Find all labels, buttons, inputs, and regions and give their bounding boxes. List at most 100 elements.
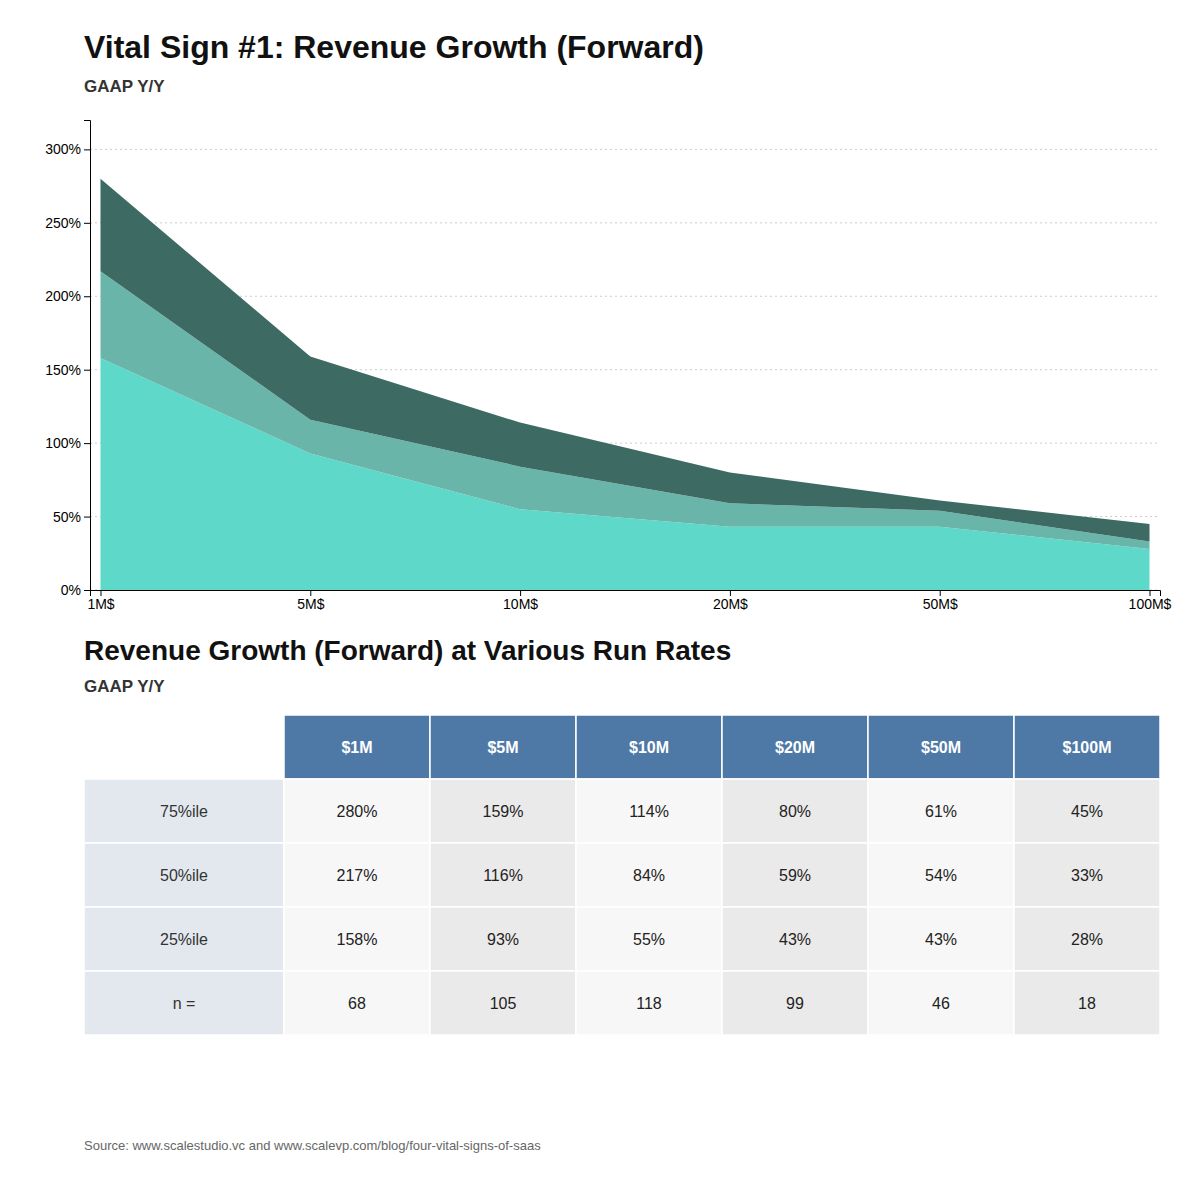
table-cell-value: 46 — [932, 995, 950, 1012]
table-cell — [1014, 843, 1160, 907]
table-cell-value: 116% — [483, 867, 523, 884]
table-header-label: $1M — [341, 739, 372, 756]
x-tick-label: 50M$ — [923, 596, 958, 612]
page: Vital Sign #1: Revenue Growth (Forward)G… — [0, 0, 1200, 1200]
table-row-label: n = — [173, 995, 196, 1012]
area-chart: 0% 50% 100% 150% 200% 250% 300% 1M$ 5M$ 10M$ 20M$ 5… — [45, 121, 1171, 612]
table-header-cell — [722, 715, 868, 779]
table-cell-value: 18 — [1078, 995, 1096, 1012]
grid-line — [90, 296, 1160, 297]
table-cell — [868, 907, 1014, 971]
table-cell — [722, 779, 868, 843]
source-note: Source: www.scalestudio.vc and www.scale… — [84, 1138, 541, 1153]
y-tick-label: 0% — [61, 582, 81, 598]
y-tick-mark — [84, 443, 90, 444]
table-cell-value: 59% — [779, 867, 811, 884]
table-cell — [284, 843, 430, 907]
x-tick-label: 10M$ — [503, 596, 538, 612]
table-row-label-cell — [84, 971, 284, 1035]
table-cell — [430, 779, 576, 843]
grid — [90, 149, 1160, 590]
y-tick: 100% — [45, 435, 90, 451]
y-tick-mark — [84, 517, 90, 518]
y-tick-label: 100% — [45, 435, 81, 451]
y-tick: 50% — [53, 509, 90, 525]
table-cell-value: 280% — [337, 803, 378, 820]
table-cell — [722, 907, 868, 971]
area-band — [100, 179, 1149, 542]
table-cell-value: 159% — [483, 803, 524, 820]
table-cell-value: 43% — [925, 931, 957, 948]
y-axis: 0% 50% 100% 150% 200% 250% 300% — [45, 121, 90, 598]
x-tick-label: 100M$ — [1129, 596, 1172, 612]
y-axis-line — [84, 121, 91, 591]
table-cell — [722, 971, 868, 1035]
table-cell-value: 68 — [348, 995, 366, 1012]
x-tick: 20M$ — [713, 590, 748, 612]
table-cell — [722, 843, 868, 907]
y-tick: 300% — [45, 141, 90, 157]
y-tick-label: 50% — [53, 509, 81, 525]
table-header-cell — [430, 715, 576, 779]
table-header-label: $5M — [487, 739, 518, 756]
x-axis: 1M$ 5M$ 10M$ 20M$ 50M$ 100M$ — [87, 590, 1171, 612]
table-cell-value: 99 — [786, 995, 804, 1012]
y-tick-label: 250% — [45, 215, 81, 231]
y-tick: 0% — [61, 582, 90, 598]
table-cell-value: 33% — [1071, 867, 1103, 884]
table-cell-value: 158% — [337, 931, 378, 948]
table-cell — [430, 843, 576, 907]
y-tick-label: 300% — [45, 141, 81, 157]
grid-line — [90, 222, 1160, 223]
table-title: Revenue Growth (Forward) at Various Run … — [84, 635, 731, 666]
subtitle: GAAP Y/Y — [84, 77, 165, 96]
table-cell-value: 84% — [633, 867, 665, 884]
table-cell-value: 93% — [487, 931, 519, 948]
x-tick: 50M$ — [923, 590, 958, 612]
y-tick-mark — [84, 370, 90, 371]
y-tick-label: 150% — [45, 362, 81, 378]
table-cell — [576, 971, 722, 1035]
x-tick-label: 5M$ — [297, 596, 324, 612]
table-row-label-cell — [84, 907, 284, 971]
y-tick-label: 200% — [45, 288, 81, 304]
table-header-label: $10M — [629, 739, 669, 756]
table-cell — [1014, 779, 1160, 843]
y-tick: 200% — [45, 288, 90, 304]
y-tick-mark — [84, 149, 90, 150]
y-tick-mark — [84, 590, 90, 591]
x-tick-label: 1M$ — [87, 596, 114, 612]
y-tick-mark — [84, 296, 90, 297]
table-cell-value: 55% — [633, 931, 665, 948]
table-cell — [1014, 907, 1160, 971]
table-cell-value: 43% — [779, 931, 811, 948]
table-row-label-cell — [84, 843, 284, 907]
table-header-label: $100M — [1063, 739, 1112, 756]
table-cell — [576, 907, 722, 971]
table-cell-value: 114% — [629, 803, 669, 820]
table-row-label: 75%ile — [160, 803, 208, 820]
table-cell-value: 217% — [337, 867, 378, 884]
y-tick-mark — [84, 223, 90, 224]
table-cell — [868, 971, 1014, 1035]
table-header-cell — [284, 715, 430, 779]
table-row-label: 50%ile — [160, 867, 208, 884]
table-cell — [430, 907, 576, 971]
x-tick-label: 20M$ — [713, 596, 748, 612]
table: $1M$5M$10M$20M$50M$100M75%ile280%159%114… — [84, 715, 1160, 1035]
table-cell-value: 118 — [636, 995, 662, 1012]
x-tick: 5M$ — [297, 590, 324, 612]
areas — [100, 179, 1149, 590]
table-cell — [868, 779, 1014, 843]
table-cell-value: 28% — [1071, 931, 1103, 948]
table-cell — [576, 843, 722, 907]
y-tick: 250% — [45, 215, 90, 231]
x-tick: 10M$ — [503, 590, 538, 612]
table-header-label: $50M — [921, 739, 961, 756]
table-cell-value: 61% — [925, 803, 957, 820]
table-cell — [284, 907, 430, 971]
x-tick: 1M$ — [87, 590, 114, 612]
table-header-cell — [1014, 715, 1160, 779]
table-cell — [868, 843, 1014, 907]
table-header-cell — [576, 715, 722, 779]
